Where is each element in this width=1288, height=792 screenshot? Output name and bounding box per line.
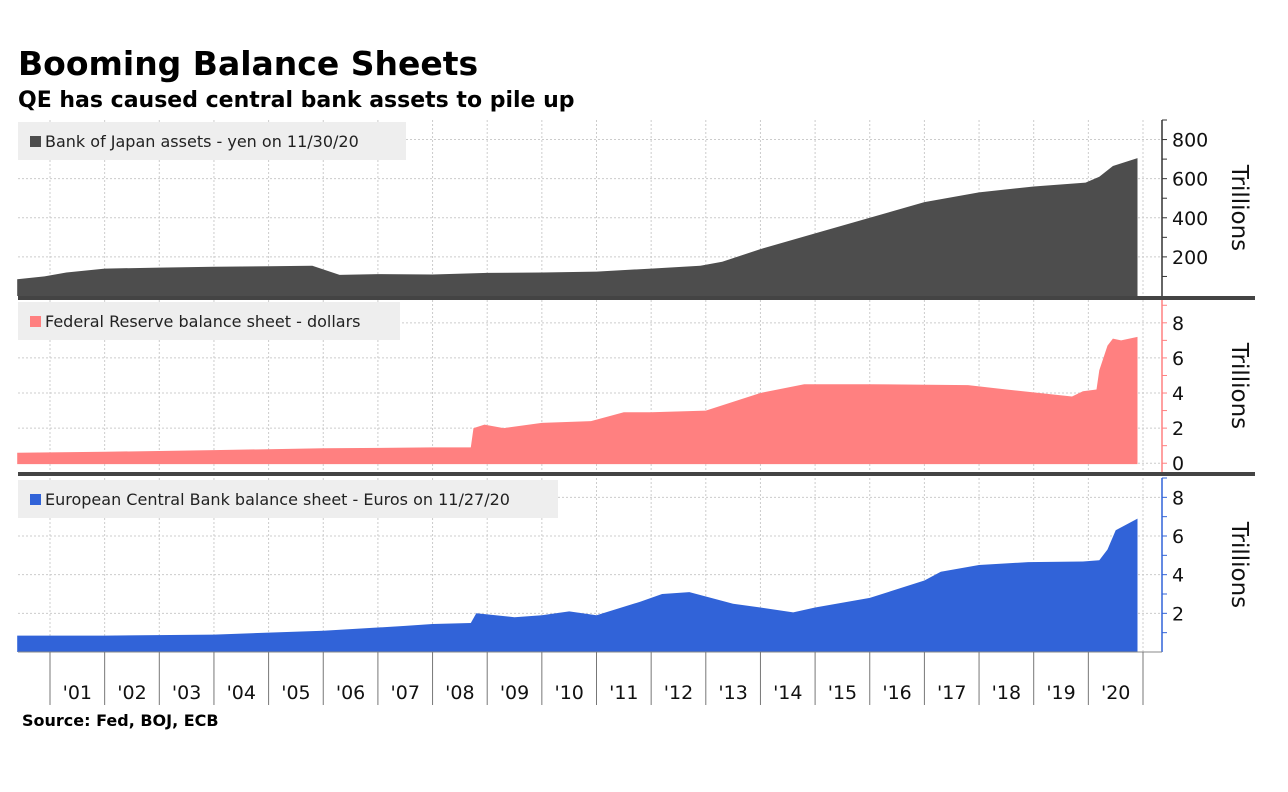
panel-2: Federal Reserve balance sheet - dollars 0… <box>17 300 1255 476</box>
x-tick-label: '18 <box>992 682 1021 704</box>
area-series-2 <box>17 336 1138 465</box>
y-tick-label: 8 <box>1172 487 1184 509</box>
x-tick-label: '15 <box>828 682 857 704</box>
y-tick-label: 400 <box>1172 208 1208 230</box>
x-tick-label: '20 <box>1101 682 1130 704</box>
y-tick-label: 2 <box>1172 418 1184 440</box>
y-tick-label: 4 <box>1172 383 1184 405</box>
x-tick-label: '07 <box>391 682 420 704</box>
legend-label: European Central Bank balance sheet - Eu… <box>45 490 510 509</box>
legend-swatch <box>30 316 41 327</box>
x-tick-label: '17 <box>937 682 966 704</box>
x-tick-label: '04 <box>227 682 256 704</box>
area-series-1 <box>17 158 1138 296</box>
y-tick-label: 800 <box>1172 130 1208 152</box>
x-tick-label: '14 <box>773 682 802 704</box>
x-tick-label: '09 <box>500 682 529 704</box>
x-tick-label: '12 <box>664 682 693 704</box>
legend-background <box>18 122 406 160</box>
panel-separator <box>18 296 1255 300</box>
x-tick-label: '06 <box>336 682 365 704</box>
y-axis-unit: Trillions <box>1226 521 1252 608</box>
source-note: Source: Fed, BOJ, ECB <box>22 711 219 730</box>
x-tick-label: '03 <box>172 682 201 704</box>
panel-3: European Central Bank balance sheet - Eu… <box>17 477 1252 652</box>
legend-swatch <box>30 136 41 147</box>
y-tick-label: 2 <box>1172 603 1184 625</box>
y-tick-label: 8 <box>1172 313 1184 335</box>
legend-label: Federal Reserve balance sheet - dollars <box>45 312 361 331</box>
x-tick-label: '10 <box>554 682 583 704</box>
x-tick-label: '16 <box>882 682 911 704</box>
y-axis-unit: Trillions <box>1226 164 1252 251</box>
y-tick-label: 0 <box>1172 453 1184 475</box>
y-tick-label: 6 <box>1172 526 1184 548</box>
y-tick-label: 4 <box>1172 565 1184 587</box>
legend-background <box>18 480 558 518</box>
y-axis-unit: Trillions <box>1226 342 1252 429</box>
x-tick-label: '11 <box>609 682 638 704</box>
x-tick-label: '08 <box>445 682 474 704</box>
legend-label: Bank of Japan assets - yen on 11/30/20 <box>45 132 359 151</box>
x-tick-label: '19 <box>1046 682 1075 704</box>
x-tick-label: '01 <box>63 682 92 704</box>
area-series-3 <box>17 518 1138 652</box>
panel-1: Bank of Japan assets - yen on 11/30/20 20… <box>17 119 1255 300</box>
legend-background <box>18 302 400 340</box>
y-tick-label: 600 <box>1172 169 1208 191</box>
x-tick-label: '05 <box>281 682 310 704</box>
x-axis: '01 '02 '03 '04 '05 '06 '07 '08 '09 '10 '11 '12 '13 '… <box>18 651 1162 705</box>
y-tick-label: 200 <box>1172 247 1208 269</box>
y-tick-label: 6 <box>1172 348 1184 370</box>
x-tick-label: '02 <box>117 682 146 704</box>
panel-separator <box>18 472 1255 476</box>
legend: European Central Bank balance sheet - Eu… <box>18 480 558 518</box>
chart-title: Booming Balance Sheets <box>18 44 478 83</box>
x-tick-label: '13 <box>718 682 747 704</box>
panels: Bank of Japan assets - yen on 11/30/2020… <box>17 119 1255 652</box>
legend: Bank of Japan assets - yen on 11/30/20 <box>18 122 406 160</box>
legend: Federal Reserve balance sheet - dollars <box>18 302 400 340</box>
legend-swatch <box>30 494 41 505</box>
chart-subtitle: QE has caused central bank assets to pil… <box>18 88 575 113</box>
